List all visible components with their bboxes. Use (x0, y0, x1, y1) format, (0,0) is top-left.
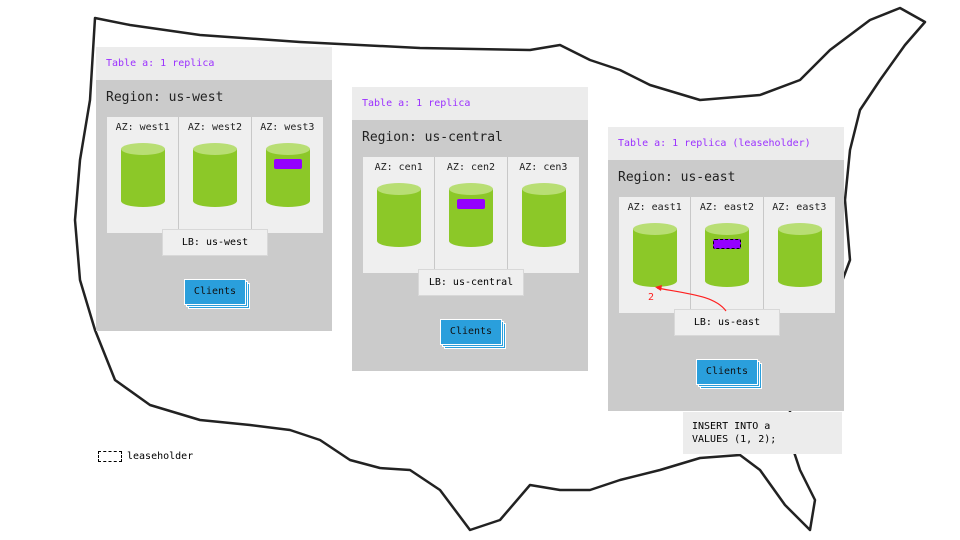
az-column: AZ: west2 (179, 117, 252, 233)
legend-label: leaseholder (127, 451, 194, 462)
region-panel-us-east: Table a: 1 replica (leaseholder) Region:… (608, 127, 844, 411)
database-node-icon (121, 143, 165, 207)
database-node-icon (449, 183, 494, 247)
availability-zones: AZ: cen1 AZ: cen2 AZ: cen3 (363, 157, 579, 273)
leaseholder-replica (713, 239, 742, 249)
az-label: AZ: east3 (772, 202, 827, 213)
sql-query: INSERT INTO a VALUES (1, 2); (683, 412, 842, 454)
az-label: AZ: west2 (187, 122, 243, 133)
az-column: AZ: east1 (619, 197, 692, 313)
clients-label: Clients (440, 319, 502, 345)
az-column: AZ: east3 (764, 197, 835, 313)
az-label: AZ: cen3 (519, 162, 568, 173)
clients-label: Clients (696, 359, 758, 385)
database-node-icon (265, 143, 310, 207)
region-title: Region: us-central (362, 130, 503, 145)
database-node-icon (193, 143, 238, 207)
az-column: AZ: west1 (107, 117, 180, 233)
clients-stack: Clients (696, 359, 762, 389)
leaseholder-legend-icon (98, 451, 122, 462)
database-node-icon (777, 223, 822, 287)
region-panel-us-west: Table a: 1 replica Region: us-west AZ: w… (96, 47, 332, 331)
az-label: AZ: east1 (627, 202, 682, 213)
az-column: AZ: cen2 (435, 157, 508, 273)
az-label: AZ: west3 (260, 122, 315, 133)
az-column: AZ: cen3 (508, 157, 579, 273)
clients-stack: Clients (184, 279, 250, 309)
replica (457, 199, 486, 209)
load-balancer: LB: us-west (162, 229, 268, 256)
clients-stack: Clients (440, 319, 506, 349)
availability-zones: AZ: east1 AZ: east2 AZ: east3 (619, 197, 835, 313)
table-header: Table a: 1 replica (leaseholder) (608, 127, 844, 160)
database-node-icon (521, 183, 566, 247)
replica (273, 159, 302, 169)
database-node-icon (705, 223, 750, 287)
database-node-icon (633, 223, 677, 287)
region-box: Region: us-west AZ: west1 AZ: west2 AZ: … (96, 80, 332, 331)
az-label: AZ: cen1 (374, 162, 423, 173)
load-balancer: LB: us-central (418, 269, 524, 296)
region-title: Region: us-west (106, 90, 224, 105)
availability-zones: AZ: west1 AZ: west2 AZ: west3 (107, 117, 323, 233)
table-header: Table a: 1 replica (96, 47, 332, 80)
database-node-icon (377, 183, 421, 247)
clients-label: Clients (184, 279, 246, 305)
az-column: AZ: cen1 (363, 157, 436, 273)
region-box: Region: us-central AZ: cen1 AZ: cen2 AZ:… (352, 120, 588, 371)
az-column: AZ: east2 (691, 197, 764, 313)
region-title: Region: us-east (618, 170, 736, 185)
region-panel-us-central: Table a: 1 replica Region: us-central AZ… (352, 87, 588, 371)
az-column: AZ: west3 (252, 117, 323, 233)
load-balancer: LB: us-east (674, 309, 780, 336)
table-header: Table a: 1 replica (352, 87, 588, 120)
az-label: AZ: east2 (699, 202, 755, 213)
az-label: AZ: cen2 (446, 162, 496, 173)
region-box: Region: us-east AZ: east1 AZ: east2 AZ: … (608, 160, 844, 411)
legend: leaseholder (98, 451, 193, 462)
az-label: AZ: west1 (115, 122, 170, 133)
